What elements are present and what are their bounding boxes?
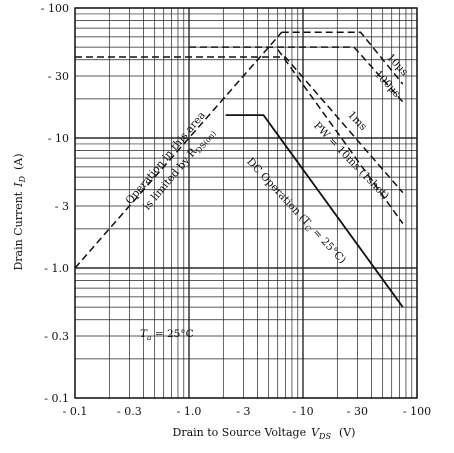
x-tick-label: - 3 [236, 405, 250, 418]
y-axis-symbol: I [12, 182, 25, 188]
plot-frame [74, 7, 418, 399]
x-axis-symbol: V [311, 426, 320, 439]
x-tick-label: - 0.1 [63, 405, 88, 418]
x-tick-label: - 1.0 [177, 405, 202, 418]
ta-condition-label: Ta = 25°C [140, 328, 194, 342]
ta-value: = 25°C [152, 328, 194, 340]
x-axis-title: Drain to Source Voltage VDS (V) [173, 426, 356, 441]
y-axis-title-main: Drain Current [12, 191, 25, 270]
y-tick-label: - 10 [48, 132, 69, 145]
y-axis-title: Drain Current ID (A) [12, 153, 27, 270]
y-axis-unit: (A) [12, 153, 25, 170]
series-line [189, 46, 404, 103]
y-tick-label: - 0.3 [44, 330, 69, 343]
series-line [225, 114, 404, 308]
dc-label-end: = 25°C) [308, 224, 348, 266]
y-tick-label: - 100 [41, 2, 69, 15]
y-tick-label: - 1.0 [44, 262, 69, 275]
series-line [74, 31, 283, 269]
y-tick-label: - 0.1 [44, 392, 69, 405]
x-axis-title-main: Drain to Source Voltage [173, 426, 307, 439]
series-line [281, 31, 404, 85]
x-tick-label: - 0.3 [117, 405, 142, 418]
x-tick-label: - 30 [347, 405, 368, 418]
dc-operation-label: DC Operation (TC = 25°C) [243, 156, 349, 268]
one-ms-label: 1ms [345, 109, 369, 133]
ta-sub: a [147, 333, 151, 342]
series-line [75, 56, 404, 194]
y-tick-label: - 3 [55, 200, 69, 213]
grid-lines [74, 7, 418, 399]
y-axis-symbol-sub: D [18, 175, 27, 183]
tick-labels: - 0.1 - 0.3 - 1.0 - 3 - 10 - 30 - 100 - 100 - 30… [41, 2, 431, 418]
x-tick-label: - 100 [403, 405, 431, 418]
dc-label-sub: C [303, 223, 314, 234]
ta-symbol: T [140, 328, 148, 340]
x-axis-symbol-sub: DS [318, 432, 331, 441]
y-tick-label: - 30 [48, 70, 69, 83]
series-layer [74, 31, 404, 308]
x-axis-unit: (V) [339, 426, 356, 439]
rds-label-sub: DS(on) [194, 129, 218, 155]
x-tick-label: - 10 [292, 405, 313, 418]
series-line [277, 48, 404, 224]
